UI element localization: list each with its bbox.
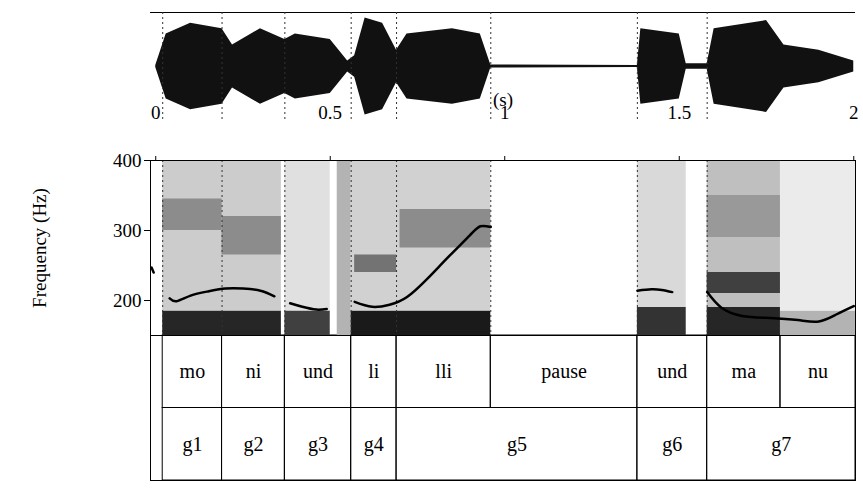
svg-text:ni: ni (246, 360, 262, 382)
svg-text:li: li (368, 360, 380, 382)
svg-text:g7: g7 (771, 433, 791, 456)
svg-text:1: 1 (500, 101, 510, 123)
svg-text:und: und (657, 360, 687, 382)
svg-text:g3: g3 (308, 433, 328, 456)
svg-text:(s): (s) (493, 89, 513, 111)
svg-text:g2: g2 (243, 433, 263, 456)
svg-text:ma: ma (732, 360, 757, 382)
svg-text:g4: g4 (364, 433, 384, 456)
svg-text:g6: g6 (662, 433, 682, 456)
svg-text:0.5: 0.5 (318, 102, 342, 123)
svg-text:0: 0 (151, 102, 161, 123)
svg-text:2: 2 (849, 102, 859, 123)
svg-text:nu: nu (808, 360, 828, 382)
svg-text:1.5: 1.5 (667, 102, 691, 123)
svg-text:Frequency (Hz): Frequency (Hz) (29, 188, 51, 308)
svg-text:pause: pause (541, 360, 587, 383)
svg-text:mo: mo (180, 360, 206, 382)
svg-text:g1: g1 (182, 433, 202, 456)
svg-text:g5: g5 (507, 433, 527, 456)
svg-text:und: und (303, 360, 333, 382)
svg-text:lli: lli (435, 360, 452, 382)
svg-text:400: 400 (113, 150, 142, 171)
svg-text:200: 200 (113, 290, 142, 311)
svg-text:300: 300 (113, 220, 142, 241)
